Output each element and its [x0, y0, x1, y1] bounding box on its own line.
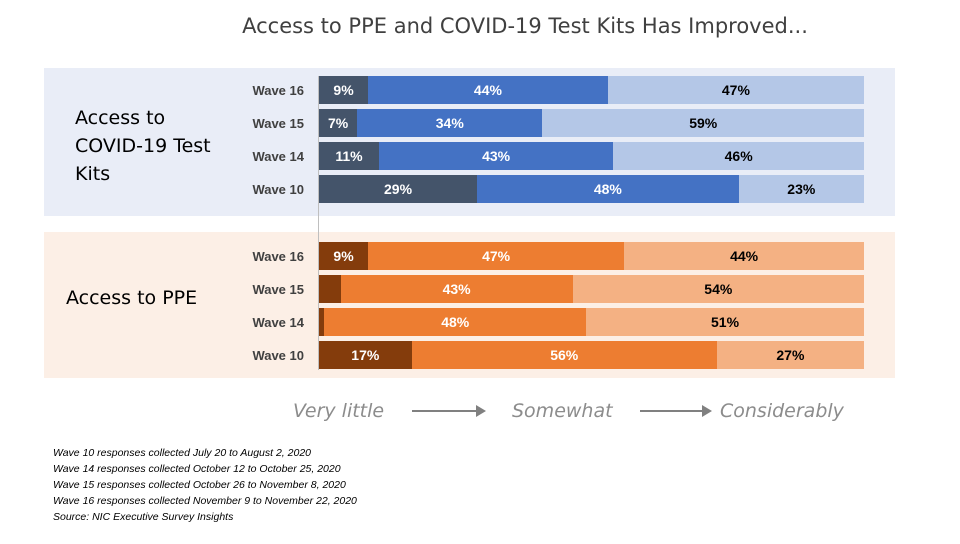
bar-segment-considerably: 51%: [586, 308, 864, 336]
wave-label: Wave 14: [252, 149, 304, 164]
bar-segment-considerably: 23%: [738, 175, 864, 203]
wave-label: Wave 15: [252, 116, 304, 131]
wave-label: Wave 16: [252, 249, 304, 264]
group-label-test-kits: Access to COVID-19 Test Kits: [75, 107, 211, 185]
footnote: Wave 10 responses collected July 20 to A…: [53, 447, 311, 459]
scale-arrow-2: [640, 405, 712, 417]
footnote: Wave 16 responses collected November 9 t…: [53, 495, 357, 507]
group-label-ppe: Access to PPE: [66, 287, 198, 309]
bar-segment-somewhat: 34%: [357, 109, 543, 137]
bar-segment-considerably: 54%: [572, 275, 864, 303]
bar-segment-somewhat: 56%: [411, 341, 717, 369]
bar-segment-somewhat: 44%: [368, 76, 608, 104]
bar-segment-very-little: 9%: [319, 242, 369, 270]
bar-segment-considerably: 59%: [542, 109, 864, 137]
wave-label: Wave 16: [252, 83, 304, 98]
footnote: Wave 15 responses collected October 26 t…: [53, 479, 346, 491]
bar-segment-considerably: 46%: [613, 142, 864, 170]
wave-label: Wave 14: [252, 315, 304, 330]
scale-label-very-little: Very little: [293, 400, 385, 422]
bar-segment-considerably: 27%: [716, 341, 864, 369]
scale-label-somewhat: Somewhat: [512, 400, 613, 422]
bar-segment-somewhat: 48%: [477, 175, 739, 203]
bar-segment-very-little: 11%: [319, 142, 379, 170]
bar-segment-very-little: 7%: [319, 109, 358, 137]
chart-title: Access to PPE and COVID-19 Test Kits Has…: [242, 14, 808, 38]
bar-segment-somewhat: 43%: [378, 142, 614, 170]
bar-segment-very-little: 17%: [319, 341, 412, 369]
bar-segment-very-little: 29%: [319, 175, 478, 203]
bar-segment-very-little: 9%: [319, 76, 369, 104]
bar-segment-considerably: 47%: [607, 76, 864, 104]
footnotes: Wave 10 responses collected July 20 to A…: [53, 445, 357, 525]
bar-segment-somewhat: 48%: [324, 308, 587, 336]
wave-label: Wave 15: [252, 282, 304, 297]
wave-label: Wave 10: [252, 348, 304, 363]
axis-line: [318, 76, 319, 370]
bar-segment-considerably: 44%: [624, 242, 864, 270]
scale-label-considerably: Considerably: [720, 400, 844, 422]
bar-segment-very-little: [319, 275, 341, 303]
scale-arrow-1: [412, 405, 486, 417]
bar-segment-very-little: [319, 308, 325, 336]
wave-label: Wave 10: [252, 182, 304, 197]
footnote: Source: NIC Executive Survey Insights: [53, 511, 234, 523]
bar-segment-somewhat: 43%: [340, 275, 573, 303]
footnote: Wave 14 responses collected October 12 t…: [53, 463, 341, 475]
bar-segment-somewhat: 47%: [368, 242, 625, 270]
